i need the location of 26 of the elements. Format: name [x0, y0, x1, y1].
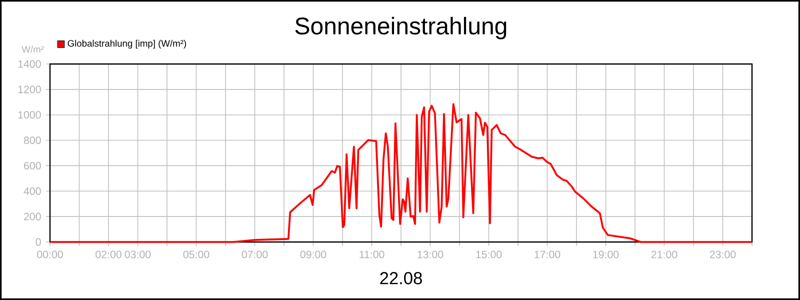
legend-label: Globalstrahlung [imp] (W/m²) [68, 40, 186, 49]
y-axis-title: W/m² [22, 46, 44, 53]
x-tick-label: 21:00 [651, 250, 678, 258]
x-tick-label: 00:00 [37, 250, 63, 258]
x-tick-label: 11:00 [360, 250, 384, 258]
x-tick-label: 23:00 [710, 250, 736, 258]
y-tick-label: 1400 [18, 60, 41, 68]
y-tick-label: 600 [24, 162, 41, 170]
x-tick-label: 02:00 [96, 250, 122, 258]
x-tick-label: 09:00 [300, 250, 326, 258]
x-tick-label: 05:00 [183, 250, 210, 258]
x-tick-label: 13:00 [418, 250, 444, 258]
x-tick-label: 15:00 [476, 250, 502, 258]
y-tick-label: 1200 [18, 86, 41, 94]
x-tick-label: 17:00 [534, 250, 560, 258]
x-tick-label: 19:00 [593, 250, 619, 258]
x-tick-label: 07:00 [242, 250, 268, 258]
chart-title: Sonneneinstrahlung [295, 16, 506, 40]
x-axis-title: 22.08 [380, 272, 422, 284]
line-series [49, 103, 753, 243]
y-tick-label: 1000 [18, 111, 41, 119]
x-tick-label: 03:00 [124, 250, 151, 258]
y-tick-label: 400 [24, 187, 41, 195]
y-tick-label: 800 [24, 136, 41, 144]
y-tick-label: 200 [24, 212, 41, 220]
y-tick-label: 0 [36, 238, 41, 246]
